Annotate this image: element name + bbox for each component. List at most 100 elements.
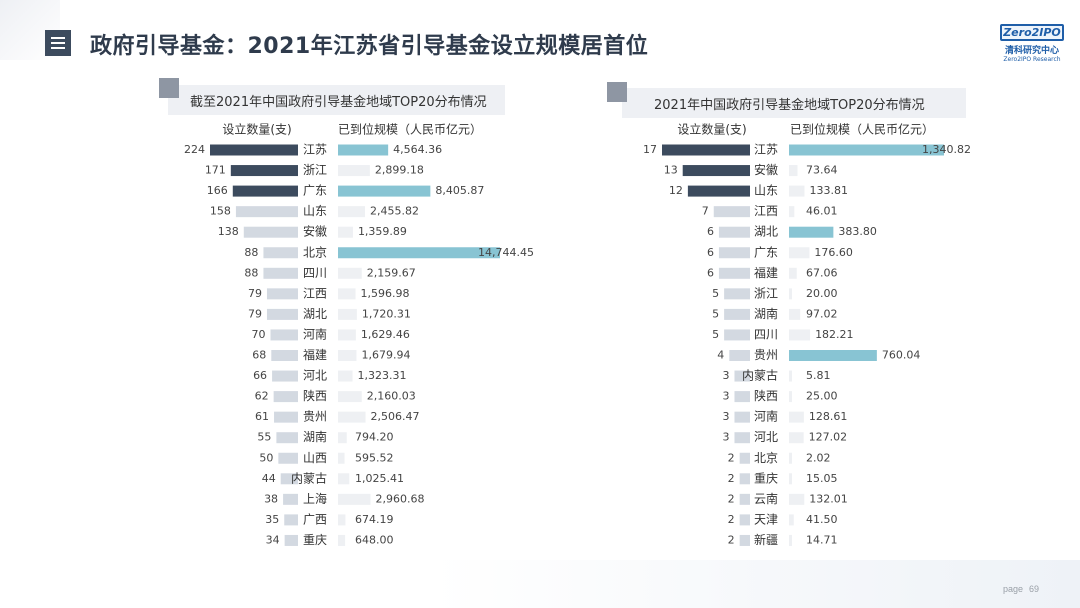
logo-cn-text: 清科研究中心 — [1004, 46, 1059, 56]
province-label: 江苏 — [303, 143, 327, 157]
count-bar — [270, 329, 298, 341]
count-value-label: 2 — [728, 492, 735, 505]
province-label: 河北 — [303, 369, 327, 383]
scale-bar — [338, 329, 356, 341]
count-bar — [272, 370, 298, 382]
province-label: 安徽 — [754, 162, 778, 177]
count-value-label: 7 — [702, 205, 709, 218]
scale-value-label: 128.61 — [809, 410, 848, 423]
scale-bar — [338, 411, 366, 423]
scale-value-label: 20.00 — [806, 287, 838, 300]
scale-bar — [338, 247, 500, 259]
scale-bar — [789, 514, 794, 526]
count-value-label: 158 — [210, 205, 231, 218]
count-bar — [266, 288, 298, 300]
count-bar — [718, 247, 750, 259]
scale-bar — [789, 185, 805, 197]
scale-bar — [338, 370, 353, 382]
province-label: 河南 — [754, 409, 778, 424]
province-label: 新疆 — [754, 532, 778, 547]
scale-bar — [338, 267, 362, 279]
logo-mark: Zero2IPO — [1000, 24, 1064, 41]
scale-bar — [338, 432, 347, 444]
scale-bar — [338, 514, 346, 526]
scale-bar — [789, 206, 795, 218]
province-label: 四川 — [303, 266, 327, 280]
scale-bar — [789, 391, 792, 403]
count-bar — [739, 452, 750, 464]
scale-value-label: 41.50 — [806, 513, 838, 526]
count-bar — [278, 452, 298, 464]
count-bar — [284, 514, 298, 526]
count-value-label: 12 — [669, 184, 683, 197]
count-bar — [243, 226, 298, 238]
province-label: 河南 — [303, 326, 327, 341]
province-label: 广西 — [303, 512, 327, 526]
province-label: 云南 — [754, 491, 778, 506]
right-chart-title-bar: 2021年中国政府引导基金地域TOP20分布情况 — [607, 82, 966, 118]
scale-bar — [338, 288, 356, 300]
scale-bar — [338, 185, 431, 197]
province-label: 陕西 — [303, 388, 327, 403]
left-count-axis-label: 设立数量(支) — [222, 122, 291, 137]
scale-value-label: 2,506.47 — [371, 410, 420, 423]
count-bar — [276, 432, 298, 444]
scale-value-label: 674.19 — [355, 513, 394, 526]
scale-bar — [789, 308, 801, 320]
count-value-label: 38 — [264, 492, 278, 505]
scale-bar — [789, 329, 811, 341]
province-label: 广东 — [754, 245, 778, 259]
count-value-label: 55 — [257, 431, 271, 444]
scale-value-label: 182.21 — [815, 328, 854, 341]
count-value-label: 50 — [259, 451, 273, 464]
scale-bar — [789, 267, 797, 279]
scale-value-label: 383.80 — [838, 225, 877, 238]
province-label: 江西 — [303, 286, 327, 300]
province-label: 福建 — [754, 265, 778, 280]
province-label: 北京 — [754, 451, 778, 465]
scale-value-label: 1,629.46 — [361, 328, 410, 341]
count-value-label: 3 — [722, 369, 729, 382]
scale-value-label: 8,405.87 — [435, 184, 484, 197]
count-bar — [713, 206, 750, 218]
scale-bar — [338, 534, 346, 546]
count-value-label: 5 — [712, 328, 719, 341]
count-value-label: 6 — [707, 266, 714, 279]
scale-value-label: 14.71 — [806, 533, 838, 546]
count-bar — [284, 534, 298, 546]
province-label: 湖南 — [754, 306, 778, 321]
province-label: 山东 — [754, 184, 778, 198]
scale-bar — [789, 370, 792, 382]
scale-value-label: 14,744.45 — [478, 246, 534, 259]
count-value-label: 34 — [266, 533, 280, 546]
count-value-label: 17 — [643, 143, 657, 156]
logo-en-text: Zero2IPO Research — [1003, 56, 1061, 63]
province-label: 北京 — [303, 245, 327, 259]
count-value-label: 171 — [205, 164, 226, 177]
scale-value-label: 5.81 — [806, 369, 831, 382]
count-bar — [739, 534, 750, 546]
count-value-label: 6 — [707, 225, 714, 238]
province-label: 福建 — [303, 347, 327, 362]
count-bar — [734, 411, 750, 423]
scale-value-label: 4,564.36 — [393, 143, 442, 156]
page-label: page — [1003, 584, 1024, 594]
province-label: 湖北 — [754, 224, 778, 239]
right-scale-axis-label: 已到位规模（人民币亿元） — [790, 122, 934, 137]
footer-band — [0, 560, 1080, 608]
scale-value-label: 595.52 — [355, 451, 394, 464]
page-number: 69 — [1029, 584, 1040, 594]
left-chart-title: 截至2021年中国政府引导基金地域TOP20分布情况 — [190, 94, 487, 110]
page-title: 政府引导基金：2021年江苏省引导基金设立规模居首位 — [90, 34, 649, 59]
page-footer: page 69 — [1003, 584, 1045, 594]
count-value-label: 79 — [248, 307, 262, 320]
scale-bar — [338, 226, 353, 238]
count-value-label: 3 — [722, 390, 729, 403]
province-label: 江苏 — [754, 143, 778, 157]
scale-bar — [338, 350, 357, 361]
zero2ipo-logo: Zero2IPO 清科研究中心 Zero2IPO Research — [1000, 24, 1064, 63]
count-value-label: 4 — [717, 349, 724, 362]
count-value-label: 62 — [255, 390, 269, 403]
scale-bar — [338, 452, 345, 464]
